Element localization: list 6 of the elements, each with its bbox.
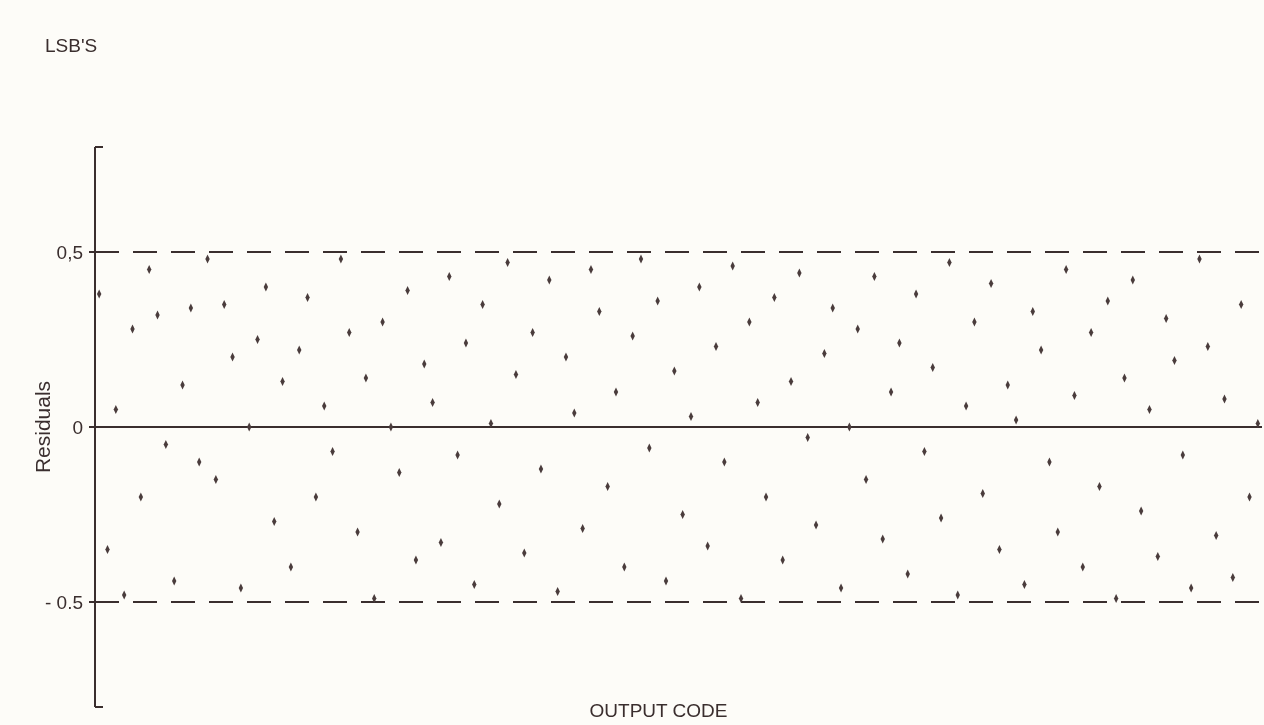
chart-title: LSB'S [45,35,98,56]
y-tick-label: 0,5 [56,241,83,263]
y-tick-label: 0 [72,416,83,438]
y-axis-title: Residuals [31,380,54,474]
y-tick-label: - 0.5 [44,591,83,613]
x-axis-title: OUTPUT CODE [589,700,728,721]
